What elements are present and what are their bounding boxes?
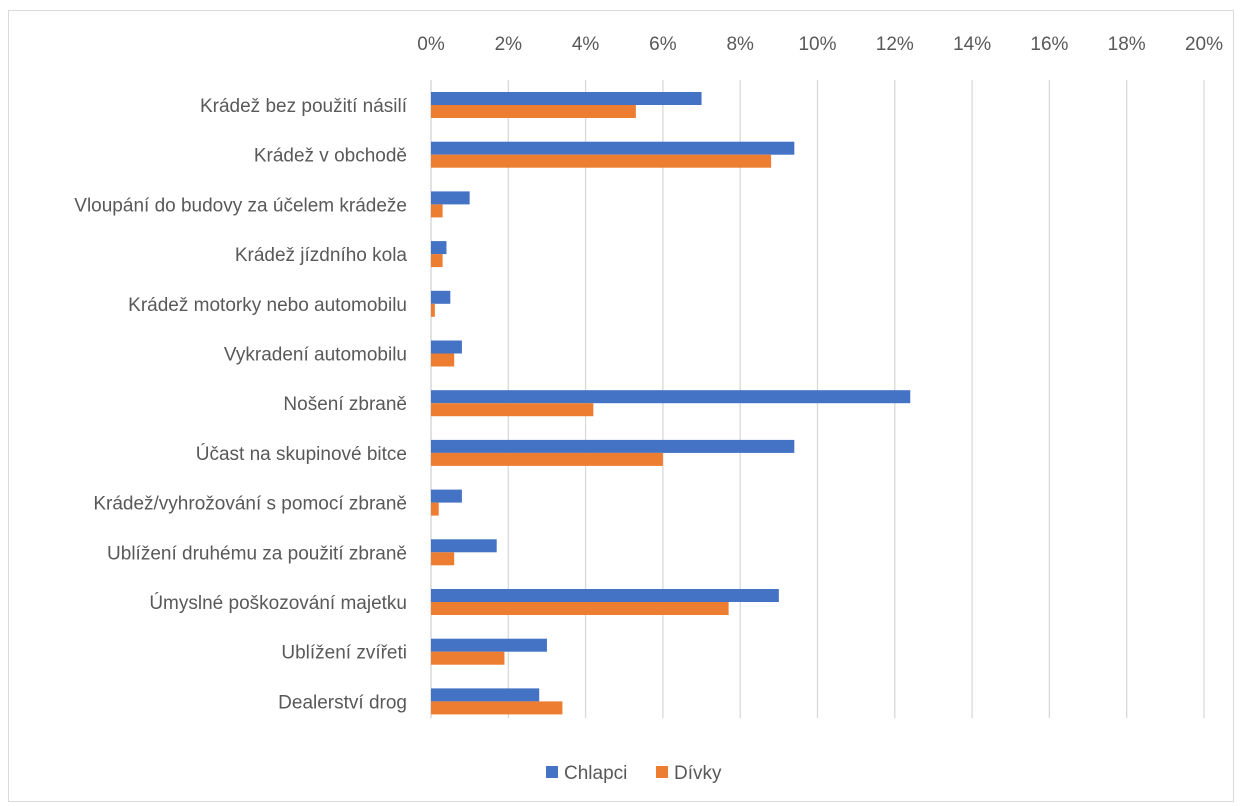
legend-swatch (656, 766, 668, 778)
bar-chlapci (431, 489, 462, 503)
bar-dívky (431, 651, 505, 665)
category-label: Úmyslné poškozování majetku (149, 592, 407, 614)
bar-dívky (431, 452, 663, 466)
category-label: Účast na skupinové bitce (196, 443, 407, 465)
category-label: Ublížení druhému za použití zbraně (107, 543, 407, 564)
x-tick-label: 2% (495, 34, 523, 55)
category-label: Ublížení zvířeti (281, 643, 407, 664)
bar-chlapci (431, 439, 795, 453)
bar-chlapci (431, 688, 540, 702)
x-tick-label: 18% (1108, 34, 1146, 55)
legend-swatch (546, 766, 558, 778)
bar-dívky (431, 105, 636, 118)
bar-chlapci (431, 589, 779, 602)
bar-dívky (431, 552, 455, 566)
category-labels: Krádež bez použití násilí Krádež v obchod… (74, 96, 407, 713)
x-axis-ticks: 0% 2% 4% 6% 8% 10% 12% 14% 16% 18% 20% (417, 34, 1223, 55)
x-tick-label: 14% (953, 34, 991, 55)
bars (431, 92, 911, 715)
bar-dívky (431, 154, 772, 168)
bar-dívky (431, 254, 443, 268)
bar-chlapci (431, 539, 497, 553)
x-tick-label: 16% (1030, 34, 1068, 55)
x-tick-label: 8% (726, 34, 754, 55)
bar-dívky (431, 353, 455, 367)
category-label: Vloupání do budovy za účelem krádeže (74, 195, 407, 216)
bar-chlapci (431, 241, 447, 255)
legend-label: Dívky (674, 763, 722, 784)
bar-chlapci (431, 290, 451, 304)
bar-chlapci (431, 390, 911, 404)
bar-dívky (431, 502, 439, 516)
bar-chlapci (431, 92, 702, 105)
bar-dívky (431, 303, 435, 317)
category-label: Krádež/vyhrožování s pomocí zbraně (93, 494, 407, 515)
category-label: Dealerství drog (278, 692, 407, 713)
x-tick-label: 20% (1185, 34, 1223, 55)
bar-dívky (431, 204, 443, 218)
bar-chlapci (431, 340, 462, 354)
legend-label: Chlapci (564, 763, 627, 784)
category-label: Krádež motorky nebo automobilu (128, 295, 407, 316)
legend: Chlapci Dívky (546, 763, 722, 784)
x-tick-label: 0% (417, 34, 445, 55)
category-label: Nošení zbraně (283, 394, 407, 415)
category-label: Krádež bez použití násilí (200, 96, 408, 117)
bar-dívky (431, 403, 594, 417)
bar-chlapci (431, 141, 795, 155)
category-label: Krádež v obchodě (254, 146, 407, 167)
x-tick-label: 10% (798, 34, 836, 55)
x-tick-label: 4% (572, 34, 600, 55)
bar-dívky (431, 602, 729, 615)
x-tick-label: 6% (649, 34, 677, 55)
category-label: Krádež jízdního kola (235, 245, 408, 266)
x-tick-label: 12% (876, 34, 914, 55)
category-label: Vykradení automobilu (224, 345, 407, 366)
bar-dívky (431, 701, 563, 715)
bar-chlapci (431, 638, 547, 652)
bar-chlapci (431, 191, 470, 205)
